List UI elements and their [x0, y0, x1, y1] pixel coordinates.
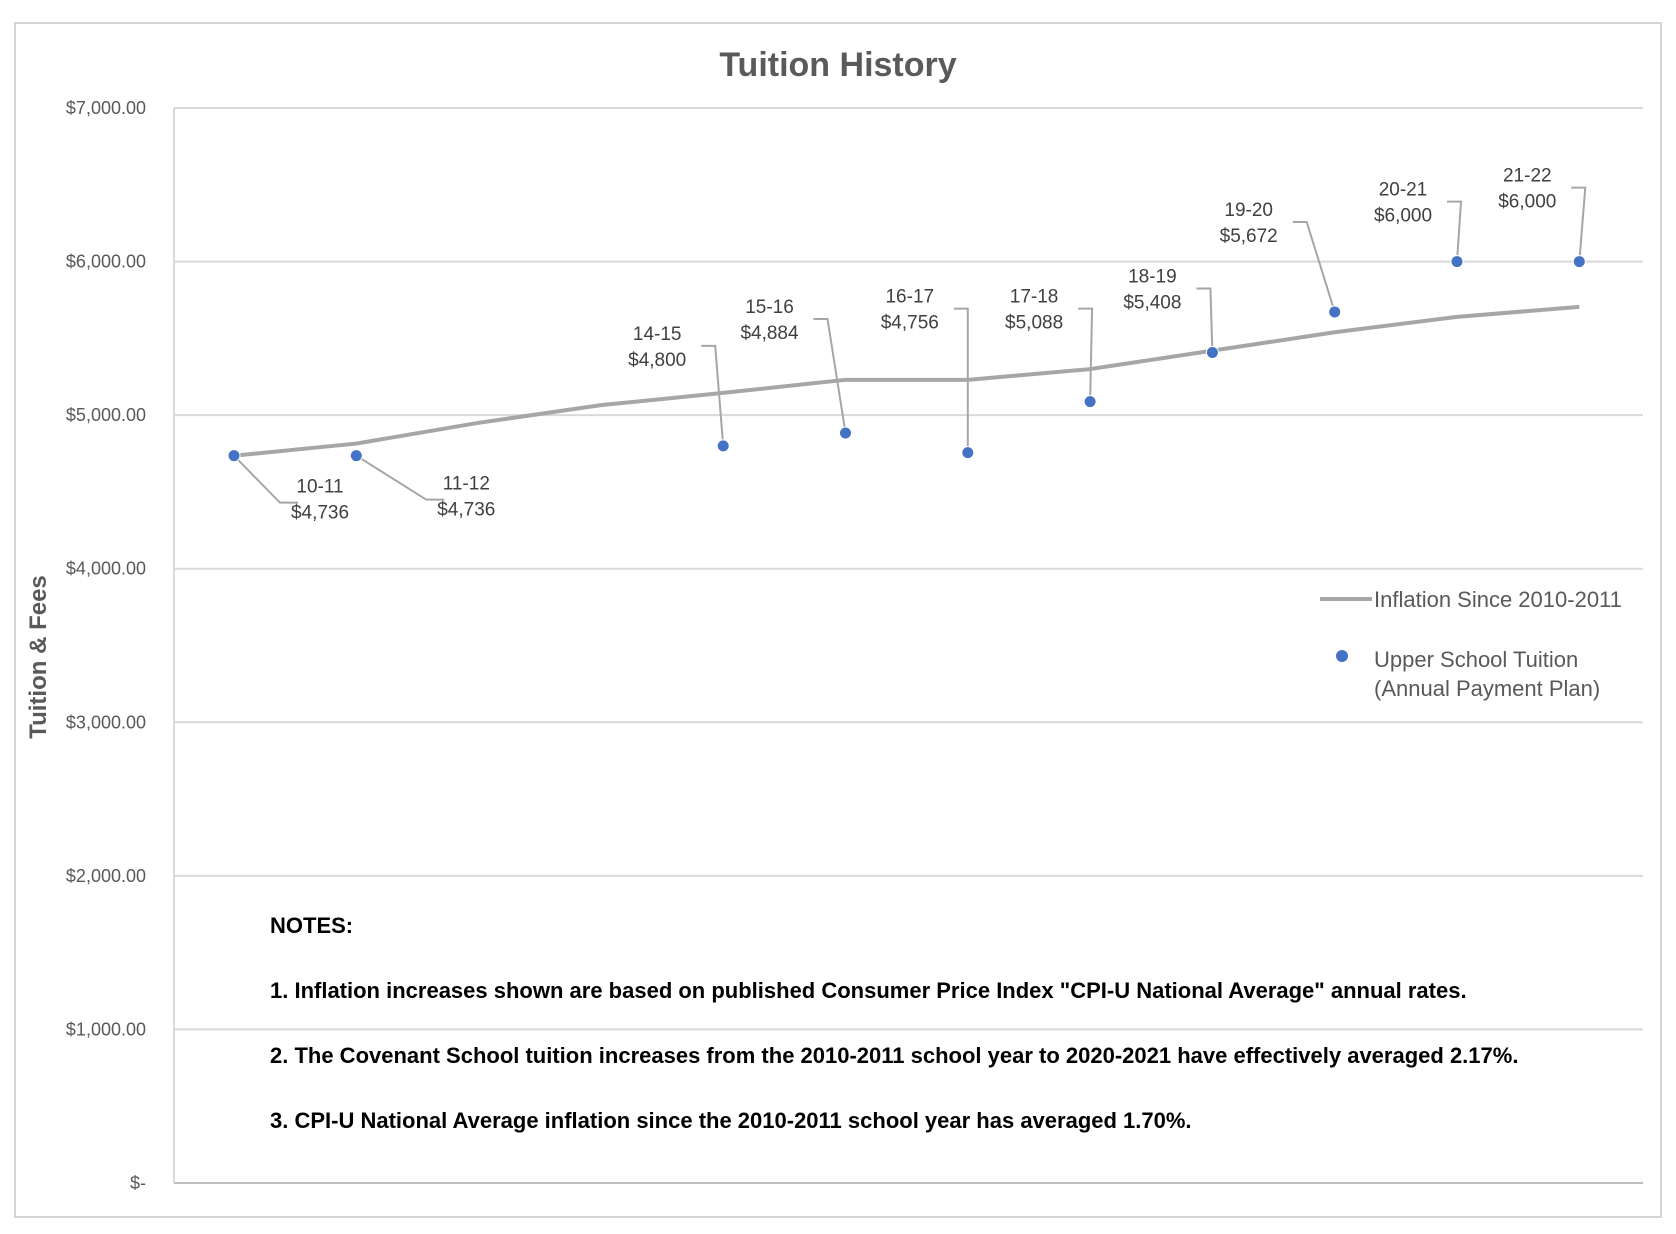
y-axis-label: Tuition & Fees: [25, 575, 52, 739]
tuition-point: [1083, 395, 1097, 409]
tuition-point: [961, 446, 975, 460]
data-label-year: 18-19: [1128, 266, 1177, 287]
inflation-line: [233, 304, 1580, 458]
data-label-value: $4,736: [291, 503, 349, 524]
data-label-value: $4,884: [740, 323, 799, 344]
data-label-year: 16-17: [885, 287, 934, 308]
data-label-value: $4,756: [881, 313, 939, 334]
tuition-point: [716, 439, 730, 453]
y-tick-label: $3,000.00: [66, 712, 146, 732]
legend-dot-swatch: [1336, 650, 1348, 662]
label-leader-line: [1292, 220, 1336, 313]
data-label-year: 11-12: [443, 474, 490, 495]
tuition-point: [227, 449, 241, 463]
inflation-series: [233, 304, 1580, 458]
data-label-value: $6,000: [1374, 206, 1432, 227]
data-label-value: $6,000: [1498, 192, 1556, 213]
data-label-value: $4,736: [437, 500, 495, 521]
tuition-series: [227, 255, 1586, 463]
data-label-year: 10-11: [296, 477, 343, 498]
data-label-year: 14-15: [633, 324, 682, 345]
y-tick-label: $5,000.00: [66, 405, 146, 425]
notes-block: NOTES: 1. Inflation increases shown are …: [270, 913, 1518, 1133]
tuition-point: [839, 426, 852, 440]
label-leader-line: [1078, 307, 1094, 402]
tuition-point: [1572, 255, 1586, 269]
note-3: 3. CPI-U National Average inflation sinc…: [270, 1108, 1192, 1133]
data-label-year: 17-18: [1010, 287, 1059, 308]
tuition-point: [1450, 255, 1464, 269]
y-axis-ticks: $- $1,000.00 $2,000.00 $3,000.00 $4,000.00 $5…: [66, 98, 146, 1193]
chart-title: Tuition History: [719, 46, 956, 84]
legend-label-tuition-line2: (Annual Payment Plan): [1374, 676, 1600, 701]
notes-heading: NOTES:: [270, 913, 353, 938]
y-tick-label: $4,000.00: [66, 559, 146, 579]
label-leader-line: [953, 307, 969, 453]
y-tick-label: $7,000.00: [66, 98, 146, 118]
tuition-point: [349, 449, 363, 463]
data-label-value: $5,408: [1123, 292, 1181, 313]
label-leader-line: [1571, 186, 1587, 262]
data-label-value: $5,088: [1005, 313, 1063, 334]
label-leader-line: [813, 317, 847, 434]
legend-label-inflation: Inflation Since 2010-2011: [1374, 587, 1622, 612]
y-tick-label: $-: [130, 1173, 146, 1193]
label-leader-line: [1447, 200, 1463, 262]
note-2: 2. The Covenant School tuition increases…: [270, 1043, 1518, 1068]
label-leader-line: [1196, 287, 1214, 353]
data-label-year: 15-16: [745, 297, 794, 318]
y-tick-label: $2,000.00: [66, 866, 146, 886]
data-label-leaders: [233, 186, 1587, 504]
data-labels: 10-11 $4,736 11-12 $4,736 14-15 $4,800 15-16 $4…: [291, 166, 1556, 524]
y-tick-label: $1,000.00: [66, 1019, 146, 1039]
note-1: 1. Inflation increases shown are based o…: [270, 978, 1467, 1003]
legend: Inflation Since 2010-2011 Upper School T…: [1320, 587, 1622, 701]
data-label-value: $5,672: [1220, 226, 1278, 247]
data-label-year: 19-20: [1224, 200, 1273, 221]
chart-frame: [14, 22, 1662, 1218]
y-tick-label: $6,000.00: [66, 252, 146, 272]
legend-label-tuition-line1: Upper School Tuition: [1374, 647, 1578, 672]
tuition-point: [1328, 305, 1342, 319]
label-leader-line: [355, 454, 445, 501]
label-leader-line: [233, 454, 298, 504]
gridlines: [173, 107, 1643, 1184]
data-label-year: 20-21: [1379, 180, 1428, 201]
data-label-year: 21-22: [1503, 166, 1552, 187]
label-leader-line: [701, 344, 725, 446]
data-label-value: $4,800: [628, 350, 686, 371]
tuition-point: [1205, 345, 1219, 359]
